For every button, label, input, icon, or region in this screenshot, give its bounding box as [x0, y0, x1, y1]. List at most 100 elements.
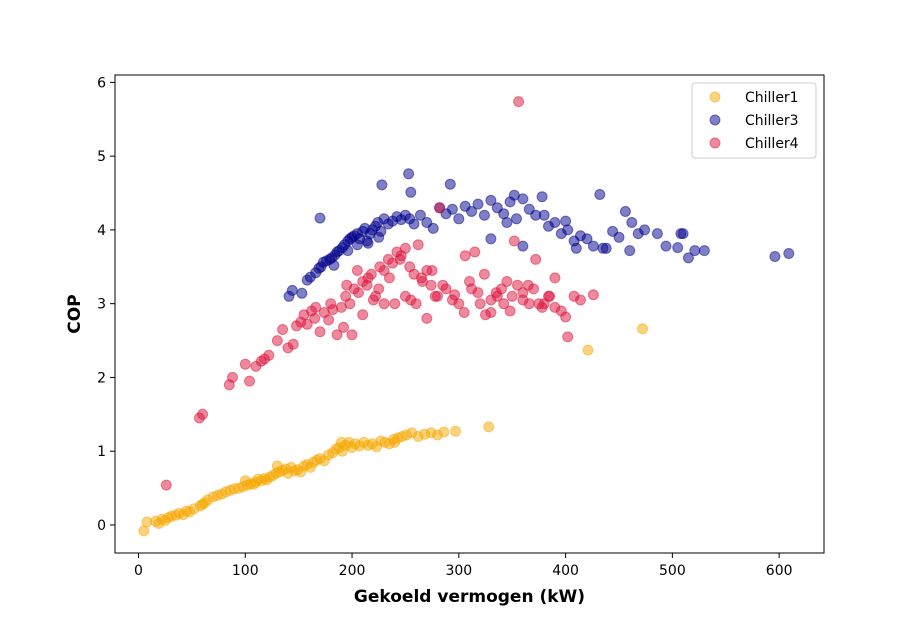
data-point	[434, 202, 446, 214]
data-point	[549, 272, 561, 284]
data-point	[587, 289, 599, 301]
data-point	[341, 279, 353, 291]
data-point	[301, 318, 313, 330]
data-point	[197, 498, 209, 510]
data-point	[530, 253, 542, 265]
legend-item-chiller1: Chiller1	[709, 90, 799, 106]
data-point	[498, 298, 510, 310]
legend-item-chiller4: Chiller4	[709, 136, 799, 152]
data-point	[362, 237, 374, 249]
data-point	[459, 250, 471, 262]
data-point	[325, 298, 337, 310]
data-point	[483, 421, 495, 433]
data-point	[277, 324, 289, 335]
data-point	[427, 222, 439, 234]
data-point	[378, 265, 390, 276]
data-point	[421, 312, 433, 324]
data-point	[485, 233, 497, 245]
data-point	[367, 294, 379, 306]
data-point	[376, 179, 388, 191]
data-point	[675, 228, 687, 240]
data-point	[474, 298, 486, 310]
legend-frame	[691, 82, 817, 159]
data-point	[271, 335, 283, 347]
data-point	[296, 287, 308, 299]
points-layer	[138, 96, 795, 537]
data-point	[453, 213, 465, 225]
data-point	[414, 209, 426, 221]
data-point	[624, 245, 636, 257]
data-point	[582, 344, 594, 356]
data-point	[466, 206, 478, 217]
data-point	[353, 287, 364, 299]
data-point	[544, 290, 556, 302]
data-point	[405, 186, 417, 198]
data-point	[508, 235, 520, 247]
data-point	[342, 245, 354, 257]
legend-marker	[709, 91, 721, 103]
data-point	[538, 209, 550, 221]
data-point	[651, 228, 663, 240]
data-point	[344, 298, 356, 310]
data-point	[323, 314, 335, 326]
data-point	[405, 294, 417, 306]
data-point	[562, 331, 574, 343]
data-point	[373, 283, 385, 295]
data-point	[619, 206, 631, 217]
y-tick-label: 2	[97, 370, 106, 386]
data-point	[389, 436, 401, 448]
data-point	[412, 239, 424, 251]
data-point	[517, 294, 529, 306]
data-point	[438, 426, 450, 438]
legend: Chiller1 Chiller3 Chiller4	[691, 82, 817, 159]
legend-label: Chiller4	[745, 136, 799, 152]
data-point	[506, 290, 518, 302]
x-axis: 0 100 200 300 400 500 600	[134, 553, 793, 579]
data-point	[626, 217, 638, 228]
x-tick-label: 300	[445, 563, 472, 579]
y-tick-label: 3	[97, 297, 106, 313]
data-point	[338, 321, 349, 333]
data-point	[769, 251, 781, 262]
data-point	[389, 298, 401, 310]
data-point	[570, 242, 582, 254]
data-point	[357, 309, 369, 321]
data-point	[450, 425, 462, 437]
data-point	[672, 242, 684, 254]
data-point	[512, 279, 523, 291]
data-point	[458, 307, 470, 318]
data-point	[575, 294, 586, 306]
data-point	[399, 242, 411, 254]
data-point	[637, 323, 648, 335]
x-tick-label: 100	[232, 563, 259, 579]
y-tick-label: 4	[97, 223, 106, 239]
y-axis: 0 1 2 3 4 5 6	[97, 75, 115, 534]
data-point	[432, 290, 443, 302]
data-point	[244, 375, 255, 387]
data-point	[314, 212, 326, 224]
series-chiller1	[138, 323, 648, 537]
data-point	[351, 265, 363, 276]
x-tick-label: 0	[134, 563, 143, 579]
data-point	[469, 246, 481, 258]
data-point	[346, 329, 358, 341]
data-point	[660, 240, 672, 252]
data-point	[597, 242, 609, 254]
data-point	[197, 408, 209, 420]
data-point	[504, 305, 516, 317]
data-point	[263, 349, 275, 361]
y-tick-label: 6	[97, 75, 106, 91]
data-point	[560, 215, 572, 227]
data-point	[239, 475, 251, 487]
data-point	[698, 245, 710, 257]
data-point	[426, 265, 438, 276]
y-tick-label: 0	[97, 518, 106, 534]
data-point	[480, 309, 491, 321]
y-axis-label: COP	[65, 294, 85, 333]
data-point	[449, 289, 461, 301]
data-point	[437, 279, 449, 291]
data-point	[383, 272, 395, 284]
y-tick-label: 1	[97, 444, 106, 460]
data-point	[485, 194, 497, 206]
